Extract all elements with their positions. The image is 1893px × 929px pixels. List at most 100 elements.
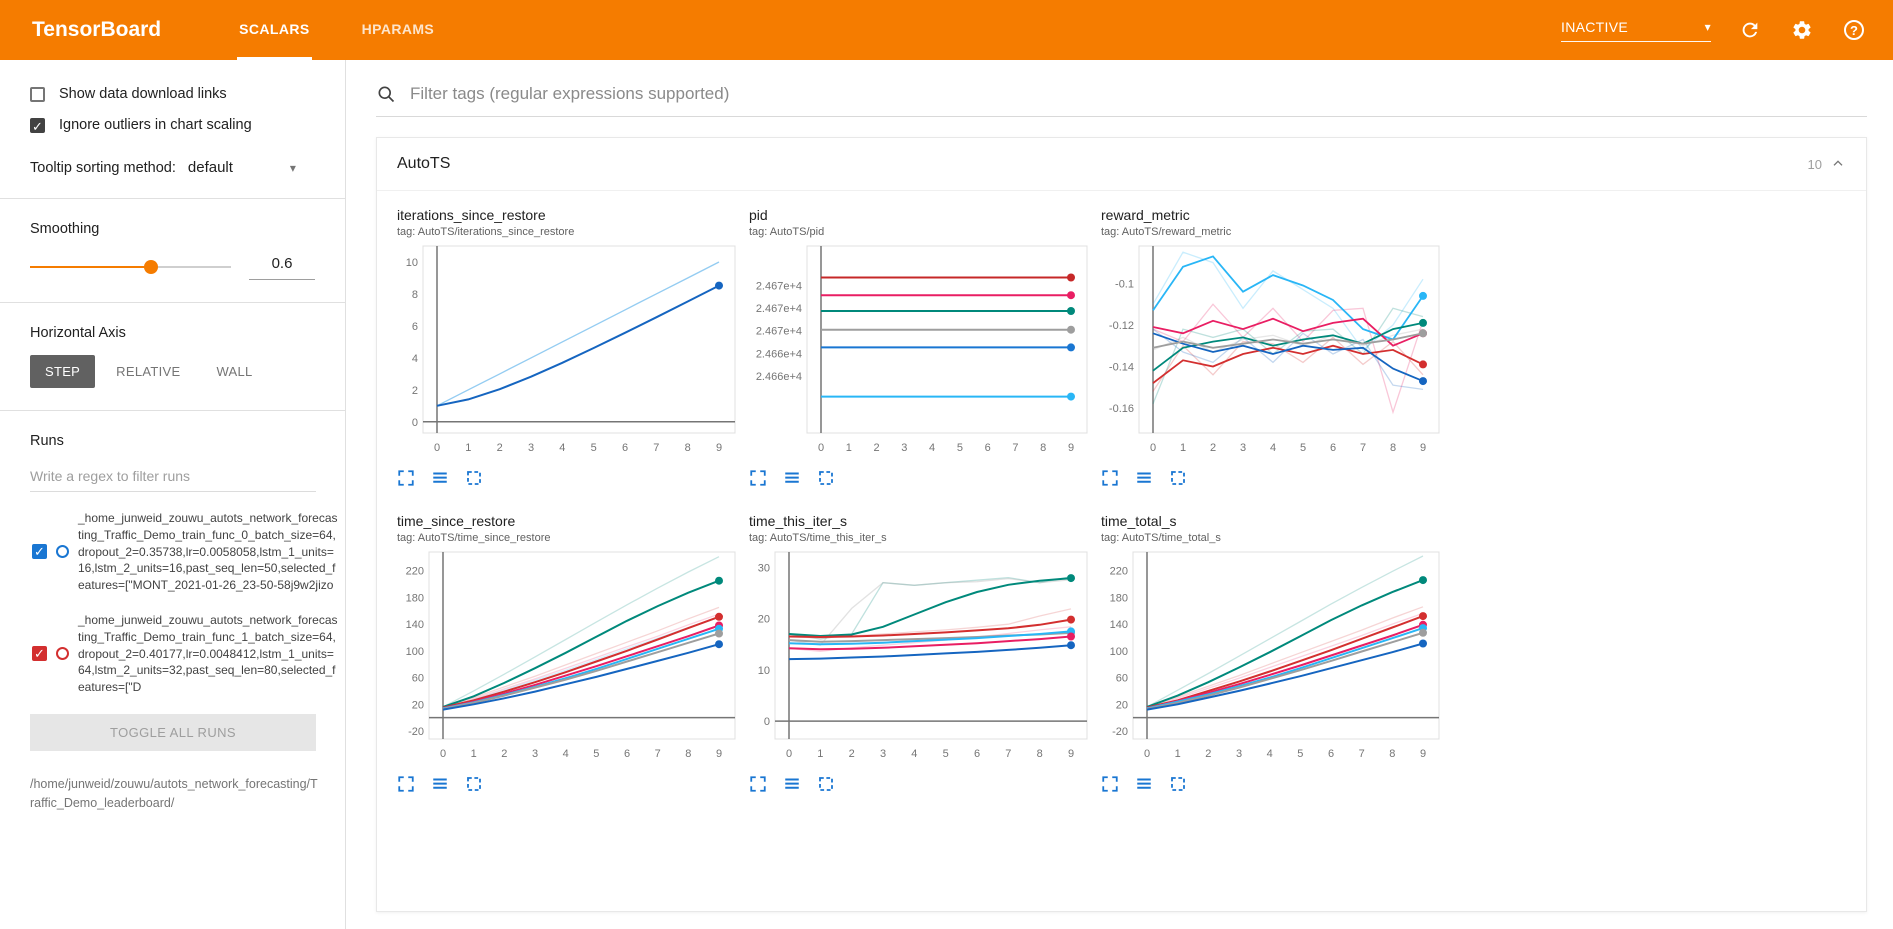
sidebar-checkbox[interactable] — [30, 86, 45, 102]
run-green-raw — [442, 556, 720, 708]
header-controls: INACTIVE ▾ ? — [1561, 17, 1867, 43]
tab-hparams[interactable]: HPARAMS — [361, 20, 435, 37]
chevron-down-icon: ▾ — [289, 160, 296, 175]
run-gray — [442, 632, 720, 710]
svg-text:6: 6 — [412, 321, 418, 333]
axis-button-step[interactable]: STEP — [30, 355, 96, 388]
run-checkbox[interactable]: ✓ — [32, 646, 47, 662]
tooltip-sorting-select[interactable]: default ▾ — [188, 159, 296, 176]
run-green-marker — [1067, 574, 1075, 583]
tag-group-header[interactable]: AutoTS 10 — [377, 138, 1866, 191]
data-status-dropdown[interactable]: INACTIVE ▾ — [1561, 19, 1711, 42]
divider — [0, 302, 345, 303]
expand-chart-icon[interactable] — [397, 775, 415, 793]
expand-chart-icon[interactable] — [1101, 469, 1119, 487]
svg-text:8: 8 — [1389, 748, 1395, 760]
axis-button-relative[interactable]: RELATIVE — [101, 355, 195, 388]
expand-chart-icon[interactable] — [397, 469, 415, 487]
chart-title: time_this_iter_s — [749, 513, 848, 529]
fit-domain-icon[interactable] — [1169, 469, 1187, 487]
chart-card: iterations_since_restore tag: AutoTS/iter… — [397, 207, 749, 487]
svg-text:-0.14: -0.14 — [1109, 362, 1134, 374]
svg-text:2: 2 — [1210, 442, 1216, 454]
run-pink-marker — [1067, 291, 1075, 300]
toggle-all-runs-button[interactable]: TOGGLE ALL RUNS — [30, 713, 316, 751]
smoothing-value[interactable]: 0.6 — [249, 253, 315, 280]
sidebar-checkbox-group: Show data download links ✓ Ignore outliers… — [0, 86, 345, 133]
svg-text:8: 8 — [685, 442, 691, 454]
chevron-up-icon[interactable] — [1830, 156, 1846, 172]
svg-text:4: 4 — [559, 442, 565, 454]
toggle-runs-icon[interactable] — [431, 469, 449, 487]
svg-text:2.467e+4: 2.467e+4 — [756, 326, 802, 338]
smoothing-slider[interactable] — [30, 259, 231, 274]
svg-text:1: 1 — [817, 748, 823, 760]
expand-chart-icon[interactable] — [749, 469, 767, 487]
chart-title: time_total_s — [1101, 513, 1177, 529]
sidebar-checkbox-label: Show data download links — [59, 86, 227, 102]
chart-card: reward_metric tag: AutoTS/reward_metric -0… — [1101, 207, 1453, 487]
run-checkbox[interactable]: ✓ — [32, 544, 47, 560]
fit-domain-icon[interactable] — [465, 775, 483, 793]
toggle-runs-icon[interactable] — [783, 775, 801, 793]
run-green — [788, 577, 1072, 638]
sidebar-checkbox[interactable]: ✓ — [30, 117, 45, 133]
sidebar-checkbox-row: ✓ Ignore outliers in chart scaling — [30, 117, 315, 133]
run-radio[interactable] — [56, 647, 69, 661]
toggle-runs-icon[interactable] — [1135, 469, 1153, 487]
svg-text:2: 2 — [849, 748, 855, 760]
svg-text:140: 140 — [406, 619, 424, 631]
svg-text:4: 4 — [911, 748, 917, 760]
toggle-runs-icon[interactable] — [783, 469, 801, 487]
axis-button-wall[interactable]: WALL — [201, 355, 267, 388]
runs-label: Runs — [30, 433, 64, 449]
runs-filter-input[interactable] — [30, 461, 316, 492]
line-chart: 0 2 4 6 8 10 0 1 2 3 4 5 6 7 8 9 — [397, 245, 749, 462]
toggle-runs-icon[interactable] — [431, 775, 449, 793]
svg-text:6: 6 — [1330, 442, 1336, 454]
settings-icon[interactable] — [1789, 17, 1815, 43]
filter-tags-input[interactable] — [410, 84, 1867, 104]
svg-text:0: 0 — [764, 716, 770, 728]
help-icon[interactable]: ? — [1841, 17, 1867, 43]
svg-text:0: 0 — [786, 748, 792, 760]
slider-knob[interactable] — [143, 259, 158, 274]
run-radio[interactable] — [56, 545, 69, 559]
fit-domain-icon[interactable] — [465, 469, 483, 487]
run-blue-smoothed — [436, 284, 720, 407]
toggle-runs-icon[interactable] — [1135, 775, 1153, 793]
svg-text:140: 140 — [1110, 619, 1128, 631]
expand-chart-icon[interactable] — [749, 775, 767, 793]
svg-text:20: 20 — [412, 699, 424, 711]
smoothing-label: Smoothing — [30, 221, 100, 237]
fit-domain-icon[interactable] — [817, 469, 835, 487]
tooltip-sorting-row: Tooltip sorting method: default ▾ — [30, 159, 315, 176]
svg-text:3: 3 — [1240, 442, 1246, 454]
run-blue — [442, 643, 720, 711]
chart-toolbar — [749, 775, 1101, 793]
svg-text:6: 6 — [622, 442, 628, 454]
question-mark: ? — [1844, 20, 1864, 40]
search-icon — [376, 84, 396, 104]
tab-scalars[interactable]: SCALARS — [237, 0, 312, 60]
runs-log-path: /home/junweid/zouwu/autots_network_forec… — [30, 776, 318, 810]
svg-text:220: 220 — [406, 566, 424, 578]
expand-chart-icon[interactable] — [1101, 775, 1119, 793]
run-red-marker — [1419, 612, 1427, 621]
svg-text:7: 7 — [1005, 748, 1011, 760]
refresh-icon[interactable] — [1737, 17, 1763, 43]
run-red-marker — [1419, 360, 1427, 369]
svg-text:3: 3 — [880, 748, 886, 760]
charts-grid: iterations_since_restore tag: AutoTS/iter… — [377, 191, 1866, 809]
fit-domain-icon[interactable] — [1169, 775, 1187, 793]
run-gray-marker — [1419, 628, 1427, 637]
svg-text:3: 3 — [901, 442, 907, 454]
fit-domain-icon[interactable] — [817, 775, 835, 793]
line-chart: 2.467e+4 2.467e+4 2.467e+4 2.466e+4 2.466e+4… — [749, 245, 1101, 462]
tooltip-sorting-label: Tooltip sorting method: — [30, 159, 176, 176]
svg-text:100: 100 — [406, 646, 424, 658]
run-gray-marker — [1419, 329, 1427, 338]
chart-title: reward_metric — [1101, 207, 1190, 223]
svg-text:8: 8 — [1040, 442, 1046, 454]
